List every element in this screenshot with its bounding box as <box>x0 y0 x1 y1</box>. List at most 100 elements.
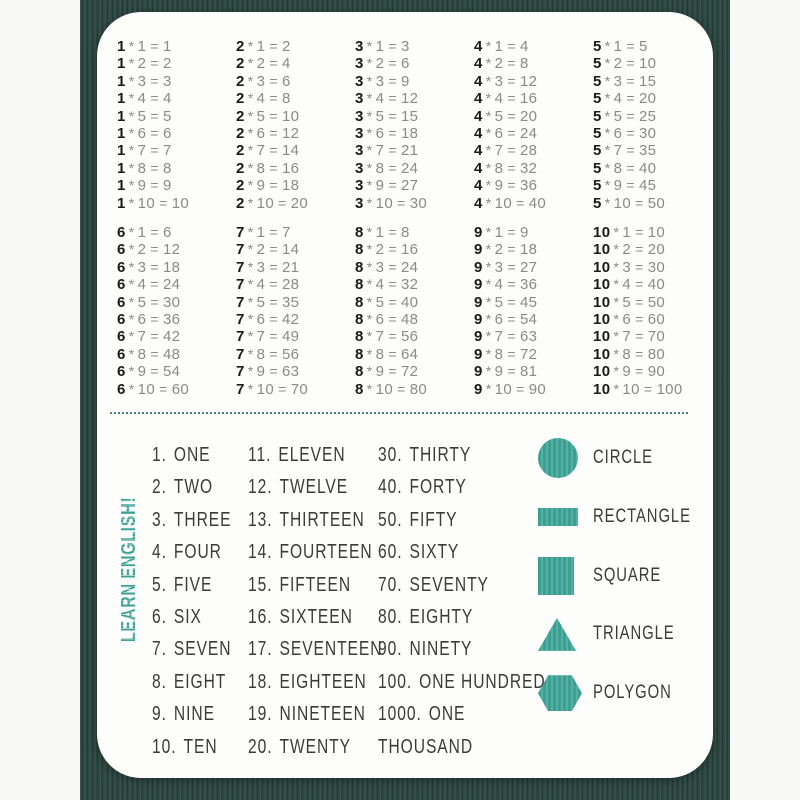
equals-sign: = <box>388 90 397 107</box>
multiply-sign: * <box>128 258 135 275</box>
product: 35 <box>638 142 657 160</box>
product: 6 <box>162 224 172 241</box>
multiply-sign: * <box>604 72 611 89</box>
multiplier: 2 <box>137 241 147 259</box>
multiplication-fact: 8 * 10 = 80 <box>355 381 474 398</box>
word-label: FOURTEEN <box>279 541 373 564</box>
multiply-sign: * <box>247 159 254 176</box>
factor: 4 <box>474 90 483 108</box>
factor: 5 <box>593 194 602 212</box>
product: 16 <box>519 90 538 108</box>
multiplication-fact: 5 * 7 = 35 <box>593 142 712 159</box>
number-word-row: 5. FIVE <box>152 574 254 606</box>
fabric-background: 1 * 1 = 1 1 * 2 = 2 1 * 3 = 3 1 * 4 = 4 1 * 5 = 5 1 * 6 = 6 1 * 7 = 7 1 * 8 = 8… <box>80 0 730 800</box>
multiply-sign: * <box>485 363 492 380</box>
number-word-row: 7. SEVEN <box>152 638 254 670</box>
factor: 7 <box>236 276 245 294</box>
equals-sign: = <box>278 194 287 211</box>
factor: 1 <box>117 90 126 108</box>
multiplication-fact: 9 * 7 = 63 <box>474 328 593 345</box>
factor: 4 <box>474 125 483 143</box>
multiplication-fact: 5 * 5 = 25 <box>593 108 712 125</box>
multiplier: 1 <box>375 38 385 55</box>
product: 48 <box>400 311 419 329</box>
factor: 3 <box>355 55 364 73</box>
product: 36 <box>519 276 538 294</box>
multiplier: 7 <box>256 328 266 346</box>
factor: 4 <box>474 55 483 73</box>
multiplier: 9 <box>375 363 385 381</box>
multiplier: 1 <box>256 224 266 241</box>
factor: 5 <box>593 142 602 160</box>
factor: 4 <box>474 107 483 125</box>
multiply-sign: * <box>366 311 373 328</box>
multiplier: 6 <box>256 311 266 329</box>
number-label: 14. <box>248 541 273 564</box>
number-word-row: 17. SEVENTEEN <box>248 638 420 670</box>
multiplication-fact: 2 * 5 = 10 <box>236 108 355 125</box>
number-word-row: 100. ONE HUNDRED <box>378 671 593 703</box>
factor: 9 <box>474 241 483 259</box>
multiply-sign: * <box>366 107 373 124</box>
learn-english-label: LEARN ENGLISH! <box>116 480 142 660</box>
number-word-row: 70. SEVENTY <box>378 574 593 606</box>
word-label: TWO <box>173 476 214 499</box>
multiply-sign: * <box>366 328 373 345</box>
multiplication-fact: 3 * 10 = 30 <box>355 195 474 212</box>
multiplication-fact: 8 * 5 = 40 <box>355 294 474 311</box>
multiplication-fact: 2 * 8 = 16 <box>236 160 355 177</box>
equals-sign: = <box>150 258 159 275</box>
number-label: 4. <box>152 541 167 564</box>
multiplier: 2 <box>256 55 266 73</box>
number-word-row: THOUSAND <box>378 736 593 768</box>
multiplier: 3 <box>137 258 147 276</box>
product: 20 <box>519 107 538 125</box>
product: 16 <box>281 159 300 177</box>
equals-sign: = <box>388 125 397 142</box>
product: 64 <box>400 345 419 363</box>
factor: 6 <box>117 224 126 241</box>
multiplier: 2 <box>375 55 385 73</box>
equals-sign: = <box>150 363 159 380</box>
factor: 2 <box>236 107 245 125</box>
equals-sign: = <box>635 363 644 380</box>
multiply-sign: * <box>366 159 373 176</box>
product: 2 <box>281 38 291 55</box>
multiplier: 5 <box>137 293 147 311</box>
equals-sign: = <box>269 72 278 89</box>
product: 12 <box>519 72 538 90</box>
multiplication-fact: 8 * 3 = 24 <box>355 259 474 276</box>
product: 15 <box>400 107 419 125</box>
multiplication-fact: 1 * 9 = 9 <box>117 177 236 194</box>
multiplier: 7 <box>137 142 147 160</box>
multiplication-fact: 2 * 10 = 20 <box>236 195 355 212</box>
factor: 5 <box>593 177 602 195</box>
shape-row-polygon: POLYGON <box>538 670 694 716</box>
product: 24 <box>400 159 419 177</box>
multiplication-table-1: 1 * 1 = 1 1 * 2 = 2 1 * 3 = 3 1 * 4 = 4 1 * 5 = 5 1 * 6 = 6 1 * 7 = 7 1 * 8 = 8… <box>117 38 236 212</box>
multiplier: 6 <box>622 311 632 329</box>
factor: 2 <box>236 194 245 212</box>
multiplication-fact: 7 * 10 = 70 <box>236 381 355 398</box>
product: 25 <box>638 107 657 125</box>
product: 80 <box>409 380 428 398</box>
equals-sign: = <box>626 55 635 72</box>
polygon-shape-icon <box>538 675 582 712</box>
multiply-sign: * <box>485 159 492 176</box>
multiply-sign: * <box>366 72 373 89</box>
number-word-text: 18. EIGHTEEN <box>248 671 367 694</box>
multiplier: 4 <box>375 276 385 294</box>
number-word-row: 18. EIGHTEEN <box>248 671 420 703</box>
multiply-sign: * <box>247 380 254 397</box>
product: 63 <box>519 328 538 346</box>
multiply-sign: * <box>613 293 620 310</box>
factor: 3 <box>355 90 364 108</box>
multiply-sign: * <box>128 194 135 211</box>
multiplier: 1 <box>494 38 504 55</box>
multiply-sign: * <box>604 125 611 142</box>
multiply-sign: * <box>128 380 135 397</box>
multiplication-fact: 10 * 3 = 30 <box>593 259 712 276</box>
equals-sign: = <box>507 241 516 258</box>
multiplication-fact: 1 * 2 = 2 <box>117 55 236 72</box>
multiplier: 6 <box>613 125 623 143</box>
